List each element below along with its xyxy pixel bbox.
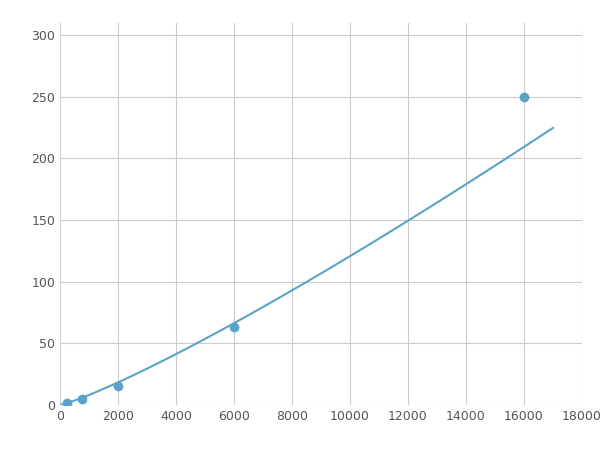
Point [113,383,123,390]
Point [62,399,72,406]
Point [519,93,529,100]
Point [229,324,239,331]
Point [77,395,86,402]
